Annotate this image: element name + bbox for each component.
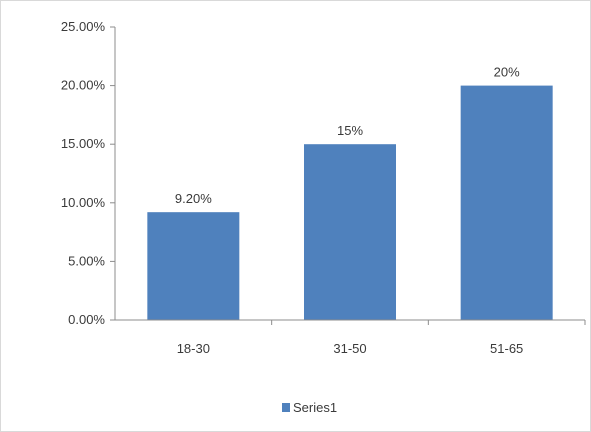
bars [147, 85, 553, 320]
x-axis [115, 319, 586, 325]
y-tick-label: 10.00% [61, 195, 106, 210]
legend-swatch [282, 403, 290, 412]
y-tick-labels: 0.00% 5.00% 10.00% 15.00% 20.00% 25.00% [61, 19, 106, 327]
y-tick-label: 5.00% [68, 253, 105, 268]
y-axis [110, 26, 116, 321]
x-tick-label: 31-50 [333, 341, 366, 356]
x-tick-label: 51-65 [490, 341, 523, 356]
bar-51-65 [460, 85, 553, 320]
y-tick-label: 25.00% [61, 19, 106, 34]
data-labels: 9.20% 15% 20% [175, 65, 520, 207]
bar-18-30 [147, 212, 240, 320]
legend-label: Series1 [293, 400, 337, 415]
legend: Series1 [282, 400, 337, 415]
y-tick-label: 0.00% [68, 312, 105, 327]
data-label: 9.20% [175, 191, 212, 206]
x-tick-label: 18-30 [177, 341, 210, 356]
bar-31-50 [304, 144, 396, 320]
x-tick-labels: 18-30 31-50 51-65 [177, 341, 524, 356]
data-label: 20% [494, 65, 520, 80]
y-tick-label: 15.00% [61, 136, 106, 151]
data-label: 15% [337, 123, 363, 138]
y-tick-label: 20.00% [61, 78, 106, 93]
